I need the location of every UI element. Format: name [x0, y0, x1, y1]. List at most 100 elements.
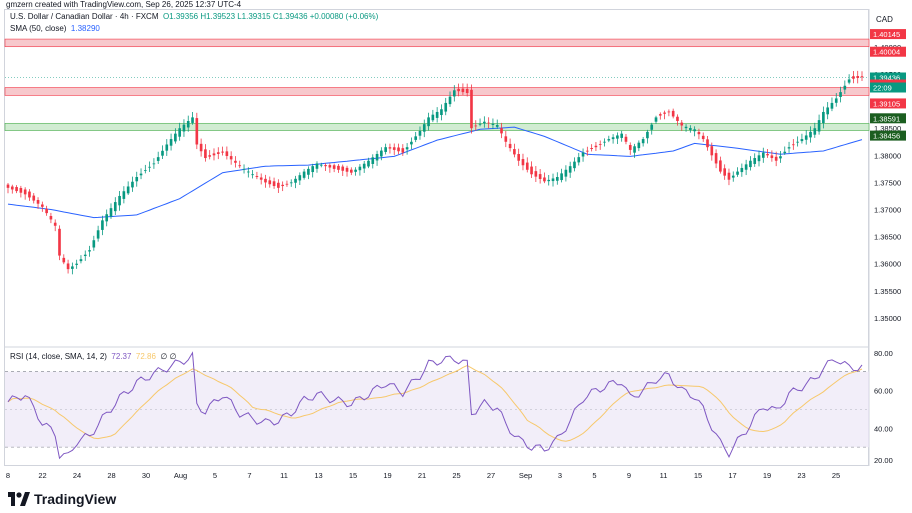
- candle-body: [388, 147, 392, 149]
- candle-body: [744, 164, 748, 170]
- candle: [465, 83, 469, 97]
- candle-body: [689, 128, 692, 130]
- candle: [289, 179, 293, 187]
- candle: [79, 255, 83, 264]
- candle: [637, 140, 641, 152]
- candle-body: [736, 171, 739, 175]
- candle: [676, 114, 679, 126]
- candle-body: [809, 131, 812, 138]
- price-label-bg: [870, 46, 906, 57]
- price-label-red: 1.40145: [870, 29, 906, 40]
- candle-body: [860, 76, 864, 78]
- candle: [809, 126, 812, 143]
- candle: [186, 115, 190, 132]
- candle: [15, 185, 18, 194]
- tradingview-logo[interactable]: TradingView: [8, 491, 116, 507]
- candle: [847, 74, 851, 85]
- price-label-text: 1.39436: [873, 74, 900, 83]
- candle: [534, 166, 538, 183]
- price-label-bg: [870, 98, 906, 109]
- candle: [830, 97, 834, 112]
- candle: [178, 122, 181, 141]
- candle: [525, 157, 529, 173]
- candle-body: [581, 152, 585, 157]
- candle-body: [83, 254, 87, 257]
- candle-body: [607, 139, 611, 141]
- candle-body: [242, 168, 246, 170]
- candle: [804, 130, 808, 145]
- candle: [101, 215, 104, 236]
- candle: [487, 117, 490, 129]
- candle: [723, 164, 726, 180]
- candle: [736, 167, 739, 177]
- candle-body: [555, 177, 559, 181]
- candle-body: [796, 141, 799, 143]
- candle: [251, 170, 254, 179]
- candle: [633, 143, 636, 158]
- candle-body: [611, 137, 615, 140]
- candle-body: [204, 149, 207, 159]
- candle-body: [813, 128, 817, 135]
- candle-body: [405, 147, 409, 150]
- candle: [397, 143, 400, 155]
- candle: [414, 131, 418, 143]
- candle-body: [628, 144, 632, 150]
- candle-body: [268, 180, 272, 185]
- candle-body: [770, 155, 774, 159]
- candle: [813, 122, 817, 138]
- candle-body: [328, 165, 332, 168]
- candle: [616, 132, 619, 145]
- candle: [354, 167, 357, 176]
- candle: [62, 254, 66, 265]
- candle: [246, 167, 250, 178]
- candle: [319, 162, 323, 168]
- candle: [530, 161, 533, 178]
- candle-body: [105, 214, 109, 222]
- time-tick-label: 3: [558, 471, 562, 480]
- candle-body: [710, 146, 714, 156]
- price-label-bg: [870, 29, 906, 40]
- candle: [714, 149, 718, 169]
- rsi-legend[interactable]: RSI (14, close, SMA, 14, 2) 72.37 72.86 …: [10, 352, 177, 361]
- candle-body: [586, 150, 589, 152]
- candle: [500, 122, 503, 139]
- candle-body: [856, 76, 860, 79]
- price-tick-label: 1.36000: [874, 260, 901, 269]
- candle: [307, 166, 310, 180]
- candle-body: [156, 157, 160, 161]
- candle: [302, 168, 306, 180]
- candle: [384, 143, 387, 155]
- candle: [401, 144, 405, 156]
- symbol-legend[interactable]: U.S. Dollar / Canadian Dollar · 4h · FXC…: [10, 12, 378, 21]
- candle-body: [88, 250, 91, 252]
- candle-body: [118, 195, 121, 206]
- candle: [766, 149, 769, 158]
- candle: [242, 164, 246, 174]
- candle-body: [401, 148, 405, 153]
- candle: [161, 145, 164, 159]
- candle-body: [311, 166, 315, 173]
- candle-body: [161, 150, 164, 156]
- time-tick-label: 23: [797, 471, 805, 480]
- time-tick-label: 8: [6, 471, 10, 480]
- candle-body: [757, 155, 761, 162]
- candle: [392, 143, 396, 156]
- candle-body: [792, 144, 795, 146]
- candle: [169, 133, 173, 151]
- candle-body: [358, 166, 362, 171]
- candle-body: [470, 89, 473, 129]
- time-tick-label: 15: [349, 471, 357, 480]
- candle: [216, 147, 220, 160]
- candle-body: [761, 152, 765, 158]
- rsi-tick-label: 60.00: [874, 387, 893, 396]
- candle-body: [852, 76, 855, 79]
- sma-legend[interactable]: SMA (50, close) 1.38290: [10, 24, 100, 33]
- price-label-text: 1.38591: [873, 114, 900, 123]
- candle: [671, 108, 675, 119]
- price-tick-label: 1.37000: [874, 206, 901, 215]
- candle-body: [169, 139, 173, 146]
- candle: [19, 185, 23, 198]
- candle: [96, 225, 100, 242]
- candle-body: [847, 79, 851, 83]
